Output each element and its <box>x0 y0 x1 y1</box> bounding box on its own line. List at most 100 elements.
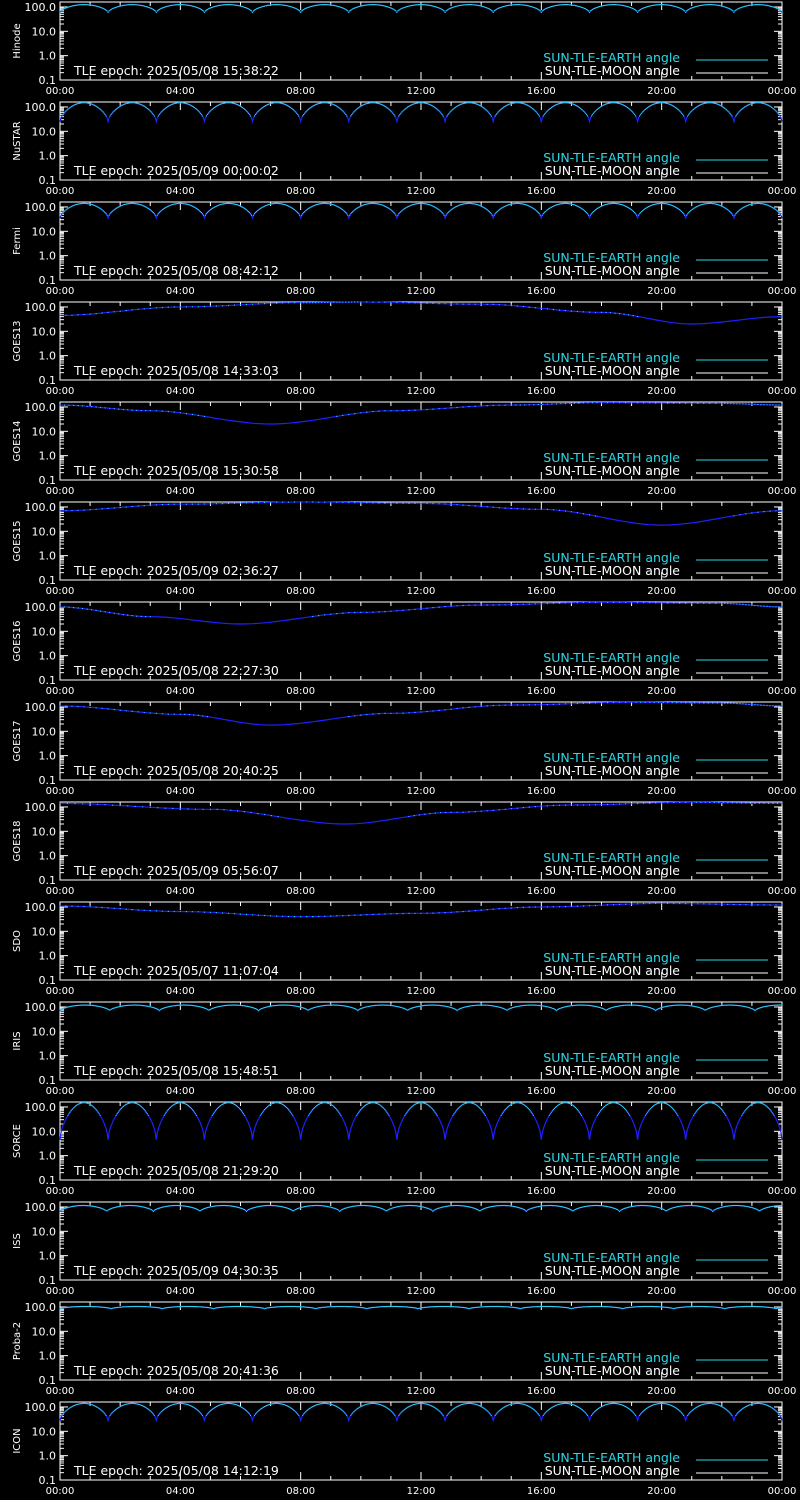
earth-angle-point <box>596 402 598 404</box>
earth-angle-point <box>325 102 327 104</box>
earth-angle-point <box>662 701 664 704</box>
earth-angle-point <box>636 214 638 216</box>
earth-angle-point <box>375 1004 377 1006</box>
x-tick-label: 12:00 <box>407 86 436 97</box>
earth-angle-point <box>82 202 84 204</box>
earth-angle-point <box>202 808 204 810</box>
earth-angle-point <box>286 104 288 106</box>
earth-angle-point <box>468 406 470 408</box>
earth-angle-point <box>377 1004 379 1006</box>
earth-angle-point <box>224 4 227 6</box>
earth-angle-point <box>770 106 772 108</box>
earth-angle-point <box>375 203 377 205</box>
earth-angle-point <box>684 1004 686 1006</box>
earth-angle-point <box>77 103 79 105</box>
earth-angle-point <box>68 6 70 8</box>
earth-angle-point <box>399 113 401 116</box>
earth-angle-point <box>734 1004 736 1006</box>
earth-angle-point <box>471 203 473 205</box>
earth-angle-point <box>305 1008 307 1010</box>
earth-angle-point <box>646 1006 648 1008</box>
earth-angle-point <box>752 102 754 104</box>
earth-angle-point <box>59 510 61 512</box>
earth-angle-point <box>149 410 151 412</box>
earth-angle-point <box>432 105 434 107</box>
earth-angle-point <box>209 808 211 810</box>
earth-angle-point <box>437 208 439 210</box>
earth-angle-point <box>381 4 383 6</box>
earth-angle-point <box>113 612 115 614</box>
earth-angle-point <box>636 1004 638 1006</box>
earth-angle-point <box>584 1004 587 1006</box>
earth-angle-point <box>216 105 218 107</box>
earth-angle-point <box>628 6 630 8</box>
earth-angle-point <box>752 203 754 205</box>
earth-angle-point <box>104 611 106 613</box>
earth-angle-point <box>225 202 228 205</box>
earth-angle-point <box>546 508 548 510</box>
earth-angle-point <box>63 1007 65 1009</box>
earth-angle-point <box>156 1008 158 1010</box>
earth-angle-point <box>129 102 131 104</box>
earth-angle-point <box>663 4 665 6</box>
earth-angle-point <box>222 203 225 205</box>
legend-earth-label: SUN-TLE-EARTH angle <box>543 550 680 565</box>
earth-angle-point <box>110 8 112 11</box>
earth-angle-point <box>331 203 333 205</box>
earth-angle-point <box>351 1007 353 1009</box>
earth-angle-point <box>623 5 625 7</box>
earth-angle-point <box>602 204 605 206</box>
earth-angle-point <box>517 1005 519 1007</box>
earth-angle-point <box>745 1006 747 1008</box>
earth-angle-point <box>418 202 420 205</box>
x-tick-label: 00:00 <box>768 986 797 997</box>
earth-angle-point <box>203 415 205 417</box>
earth-angle-point <box>127 102 129 104</box>
earth-angle-point <box>143 308 145 310</box>
earth-angle-point <box>757 704 759 706</box>
earth-angle-point <box>462 910 464 913</box>
earth-angle-point <box>182 1004 184 1006</box>
earth-angle-point <box>197 1005 199 1008</box>
earth-angle-point <box>730 603 732 605</box>
earth-angle-point <box>576 905 579 907</box>
earth-angle-point <box>499 7 501 9</box>
earth-angle-point <box>546 602 548 605</box>
earth-angle-point <box>100 7 102 9</box>
earth-angle-point <box>713 801 715 804</box>
earth-angle-point <box>780 214 782 216</box>
earth-angle-point <box>66 802 69 805</box>
earth-angle-point <box>147 207 149 209</box>
earth-angle-point <box>414 912 416 914</box>
earth-angle-point <box>616 102 619 104</box>
earth-angle-point <box>518 102 520 104</box>
earth-angle-point <box>708 4 710 6</box>
earth-angle-point <box>130 102 132 104</box>
earth-angle-point <box>768 205 770 207</box>
earth-angle-point <box>574 5 577 7</box>
earth-angle-point <box>465 102 467 104</box>
earth-angle-point <box>85 202 87 205</box>
earth-angle-point <box>713 102 715 104</box>
earth-angle-point <box>658 1008 660 1010</box>
earth-angle-point <box>760 1007 762 1009</box>
earth-angle-point <box>378 1004 380 1006</box>
earth-angle-point <box>562 202 565 205</box>
earth-angle-point <box>164 107 166 109</box>
earth-angle-point <box>423 203 425 205</box>
earth-angle-point <box>605 311 607 314</box>
earth-angle-point <box>276 202 278 204</box>
chart-panel-goes13: 100.010.01.00.100:00 04:00 08:00 12:00 16:00… <box>12 301 796 397</box>
earth-angle-point <box>336 105 338 107</box>
earth-angle-point <box>757 202 759 204</box>
earth-angle-point <box>422 202 424 205</box>
earth-angle-point <box>251 502 254 504</box>
earth-angle-point <box>719 5 721 7</box>
earth-angle-point <box>546 209 548 211</box>
earth-angle-point <box>402 609 404 611</box>
tle-epoch-label: TLE epoch: 2025/05/09 05:56:07 <box>73 863 279 878</box>
earth-angle-point <box>534 7 536 9</box>
earth-angle-point <box>395 1005 397 1007</box>
earth-angle-point <box>494 1005 496 1007</box>
earth-angle-point <box>136 409 138 411</box>
